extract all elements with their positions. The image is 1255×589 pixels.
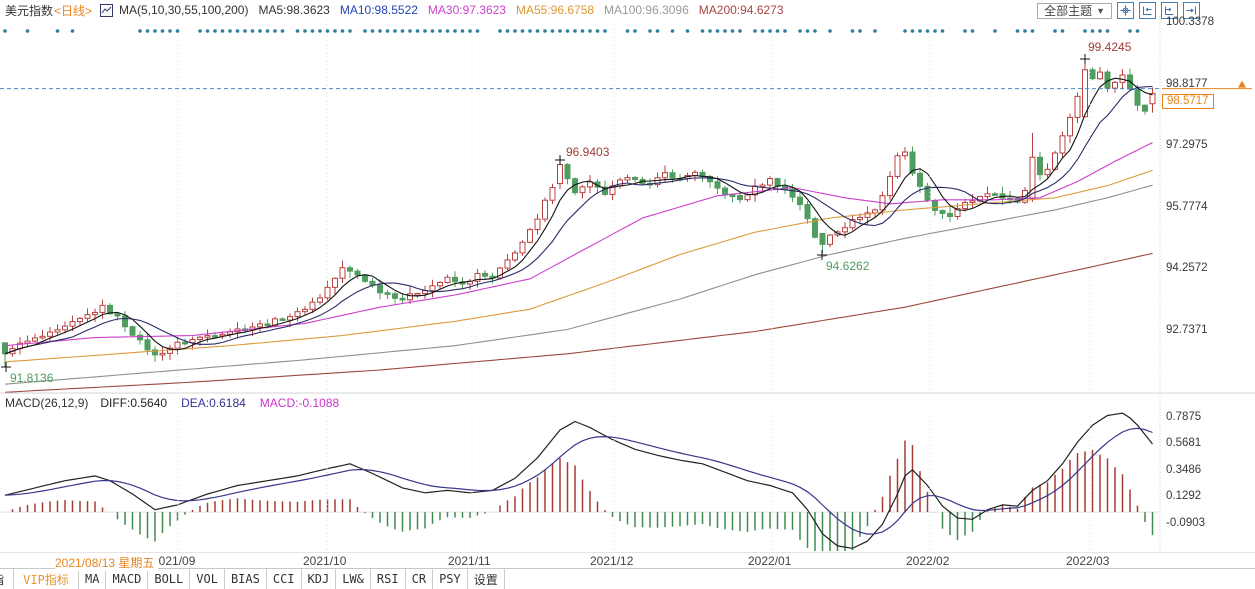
shift-left-icon[interactable] [1139,2,1156,19]
toolbar-tab-rsi[interactable]: RSI [371,569,406,589]
toolbar-tab-vol[interactable]: VOL [190,569,225,589]
macd-axis-tick: 0.3486 [1166,464,1202,476]
high-annotation: 99.4245 [1088,40,1132,54]
macd-axis-tick: 0.5681 [1166,437,1202,449]
ma10-value: MA10:98.5522 [339,3,418,17]
macd-axis-tick: 0.1292 [1166,490,1202,502]
date-label: 2021/09 [152,554,196,568]
toolbar-tab-psy[interactable]: PSY [433,569,468,589]
toolbar-tab-lwr[interactable]: LW& [336,569,371,589]
macd-params-label: MACD(26,12,9) [5,396,89,410]
macd-value: MACD:-0.1088 [259,396,340,410]
y-axis-tick: 97.2975 [1166,139,1208,151]
period-label[interactable]: <日线> [54,3,93,18]
ma55-value: MA55:96.6758 [515,3,595,17]
chevron-down-icon: ▼ [1096,5,1105,16]
indicator-toolbar: 指 VIP指标 MA MACD BOLL VOL BIAS CCI KDJ LW… [0,568,1255,589]
y-axis-tick: 100.3378 [1166,16,1214,28]
toolbar-filler [505,569,1255,589]
symbol-name[interactable]: 美元指数 [5,3,54,18]
date-label: 2021/11 [448,554,491,568]
crosshair-icon[interactable] [1117,2,1134,19]
toolbar-tab-ma[interactable]: MA [79,569,107,589]
toolbar-tab-bias[interactable]: BIAS [225,569,267,589]
toolbar-tab-boll[interactable]: BOLL [148,569,191,589]
high-annotation: 96.9403 [566,145,610,159]
date-label: 2022/02 [906,554,950,568]
theme-dropdown[interactable]: 全部主题 ▼ [1037,2,1112,19]
chart-style-icon[interactable] [100,3,114,17]
toolbar-tab-vip-indicators[interactable]: VIP指标 [14,569,79,589]
y-axis-tick: 94.2572 [1166,262,1208,274]
header-controls: 全部主题 ▼ [1037,2,1200,19]
macd-header: MACD(26,12,9) DIFF:0.5640 DEA:0.6184 MAC… [0,395,339,411]
toolbar-tab-kdj[interactable]: KDJ [302,569,337,589]
toolbar-tab-settings[interactable]: 设置 [468,569,505,589]
date-axis: 2021/09 2021/10 2021/11 2021/12 2022/01 … [0,552,1255,571]
theme-dropdown-label: 全部主题 [1044,3,1093,18]
last-price-tag: 98.5717 [1162,94,1214,109]
date-label: 2021/12 [590,554,634,568]
ma5-value: MA5:98.3623 [258,3,330,17]
macd-axis-tick: 0.7875 [1166,411,1202,423]
shift-right-icon[interactable] [1161,2,1178,19]
toolbar-tab-partial[interactable]: 指 [0,569,14,589]
ma30-value: MA30:97.3623 [427,3,506,17]
selected-date-label: 2021/08/13 星期五 [55,554,159,571]
low-annotation: 94.6262 [826,259,870,273]
toolbar-tab-cci[interactable]: CCI [267,569,302,589]
macd-axis-tick: -0.0903 [1166,517,1206,529]
toolbar-tab-macd[interactable]: MACD [106,569,149,589]
diff-value: DIFF:0.5640 [100,396,168,410]
ma200-value: MA200:94.6273 [698,3,784,17]
dea-value: DEA:0.6184 [181,396,246,410]
chart-header: 美元指数 <日线> MA(5,10,30,55,100,200) MA5:98.3… [0,0,1255,20]
toolbar-tab-cr[interactable]: CR [406,569,434,589]
y-axis-tick: 95.7774 [1166,201,1208,213]
low-annotation: 91.8136 [10,371,54,385]
date-label: 2022/03 [1066,554,1110,568]
y-axis-tick: 98.8177 [1166,78,1208,90]
date-label: 2021/10 [303,554,347,568]
ma-group-label: MA(5,10,30,55,100,200) [119,3,249,17]
date-label: 2022/01 [748,554,792,568]
jump-latest-icon[interactable] [1183,2,1200,19]
ma100-value: MA100:96.3096 [604,3,689,17]
y-axis-tick: 92.7371 [1166,324,1208,336]
